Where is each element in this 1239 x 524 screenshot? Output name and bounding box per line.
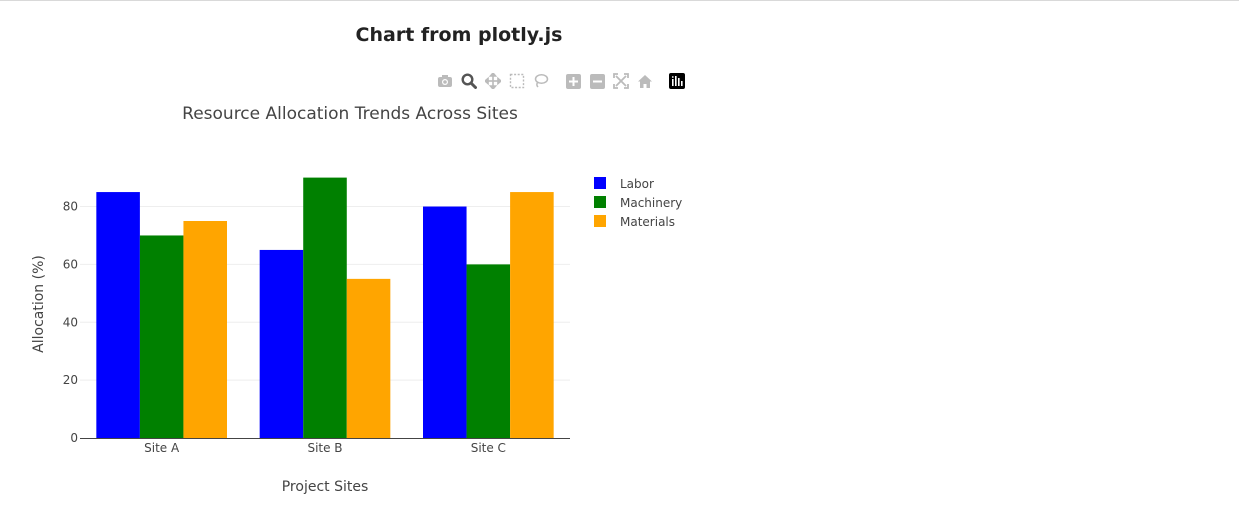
y-tick-label: 20 <box>63 373 78 387</box>
bar-materials-site-a[interactable] <box>183 220 227 438</box>
y-tick-label: 0 <box>70 431 78 445</box>
zoom-icon[interactable] <box>460 72 478 90</box>
pan-icon[interactable] <box>484 72 502 90</box>
reset-axes-icon[interactable] <box>636 72 654 90</box>
bar-labor-site-c[interactable] <box>423 206 467 438</box>
lasso-icon[interactable] <box>532 72 550 90</box>
legend: Labor Machinery Materials <box>594 177 682 229</box>
plotly-logo-icon[interactable] <box>668 72 686 90</box>
chart-svg: Resource Allocation Trends Across Sites … <box>31 104 682 495</box>
y-axis-title: Allocation (%) <box>31 255 47 353</box>
y-tick-label: 40 <box>63 315 78 329</box>
bar-labor-site-b[interactable] <box>259 249 304 438</box>
bar-machinery-site-b[interactable] <box>303 177 347 438</box>
bar-materials-site-b[interactable] <box>346 278 391 438</box>
x-tick-labels: Site A Site B Site C <box>144 441 506 455</box>
legend-swatch-labor[interactable] <box>594 177 606 189</box>
x-axis-title: Project Sites <box>282 479 369 495</box>
camera-icon[interactable] <box>436 72 454 90</box>
page-title: Chart from plotly.js <box>355 24 563 46</box>
bar-materials-site-c[interactable] <box>510 192 554 438</box>
chart-title: Resource Allocation Trends Across Sites <box>182 104 518 124</box>
top-divider <box>0 0 1239 1</box>
bars-layer <box>96 177 554 438</box>
y-tick-labels: 0 20 40 60 80 <box>63 200 78 445</box>
bar-labor-site-a[interactable] <box>96 192 140 438</box>
y-tick-label: 60 <box>63 257 78 271</box>
bar-machinery-site-a[interactable] <box>139 235 184 438</box>
bar-machinery-site-c[interactable] <box>466 264 511 438</box>
legend-label-materials[interactable]: Materials <box>620 215 675 229</box>
x-tick-label: Site B <box>307 441 342 455</box>
modebar <box>436 72 692 90</box>
x-tick-label: Site A <box>144 441 180 455</box>
legend-label-labor[interactable]: Labor <box>620 177 654 191</box>
legend-label-machinery[interactable]: Machinery <box>620 196 682 210</box>
zoom-in-icon[interactable] <box>564 72 582 90</box>
x-tick-label: Site C <box>471 441 506 455</box>
y-tick-label: 80 <box>63 200 78 214</box>
autoscale-icon[interactable] <box>612 72 630 90</box>
legend-swatch-machinery[interactable] <box>594 196 606 208</box>
zoom-out-icon[interactable] <box>588 72 606 90</box>
legend-swatch-materials[interactable] <box>594 215 606 227</box>
box-select-icon[interactable] <box>508 72 526 90</box>
